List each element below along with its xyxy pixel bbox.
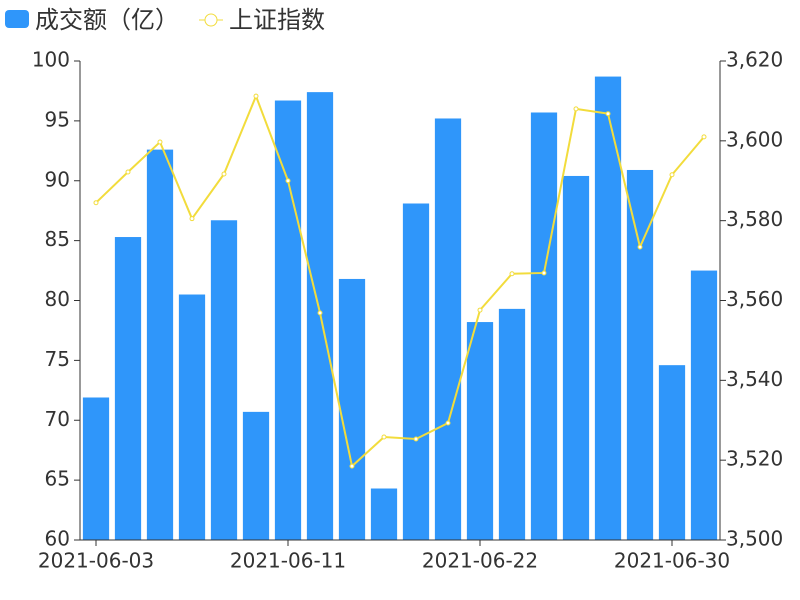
bar	[690, 270, 718, 540]
bar	[82, 397, 110, 540]
bar	[210, 220, 238, 540]
y2-tick-label: 3,500	[726, 527, 783, 551]
y2-tick-label: 3,620	[726, 48, 783, 72]
line-point	[221, 171, 227, 177]
line-point	[93, 200, 99, 206]
line-point	[285, 178, 291, 184]
bar	[626, 169, 654, 540]
bar	[402, 203, 430, 540]
y-tick-label: 65	[45, 467, 70, 491]
bar	[178, 294, 206, 540]
line-point	[317, 310, 323, 316]
y-tick-label: 95	[45, 107, 70, 131]
bar	[242, 411, 270, 540]
bar	[562, 175, 590, 540]
y2-tick-label: 3,520	[726, 447, 783, 471]
bar	[434, 118, 462, 540]
y-tick-label: 75	[45, 347, 70, 371]
bar	[498, 308, 526, 540]
line	[95, 93, 705, 469]
bar	[530, 112, 558, 541]
line-point	[253, 93, 259, 99]
line-point	[445, 420, 451, 426]
legend-swatch	[204, 13, 218, 27]
y2-tick-label: 3,600	[726, 127, 783, 151]
bar	[274, 100, 302, 540]
line-point	[637, 244, 643, 250]
y2-tick-label: 3,560	[726, 287, 783, 311]
x-tick-label: 2021-06-22	[422, 549, 538, 573]
legend-label: 上证指数	[229, 6, 325, 34]
line-point	[349, 463, 355, 469]
y2-tick-label: 3,540	[726, 367, 783, 391]
line-point	[669, 172, 675, 178]
y-tick-label: 90	[45, 167, 70, 191]
line-point	[477, 307, 483, 313]
line-point	[541, 270, 547, 276]
bar	[658, 365, 686, 540]
line-point	[381, 434, 387, 440]
y-tick-label: 80	[45, 287, 70, 311]
line-point	[189, 216, 195, 222]
line-point	[413, 436, 419, 442]
line-point	[125, 169, 131, 175]
legend-swatch	[5, 10, 29, 28]
y-tick-label: 85	[45, 227, 70, 251]
bar	[338, 278, 366, 540]
y-tick-label: 70	[45, 407, 70, 431]
bar	[146, 149, 174, 541]
line-point	[701, 134, 707, 140]
bar	[370, 488, 398, 540]
y-tick-label: 100	[32, 48, 70, 72]
line-point	[605, 111, 611, 117]
bar	[114, 237, 142, 540]
line-point	[509, 271, 515, 277]
line-point	[573, 106, 579, 112]
y2-tick-label: 3,580	[726, 207, 783, 231]
bar	[594, 76, 622, 540]
x-tick-label: 2021-06-03	[38, 549, 154, 573]
x-tick-label: 2021-06-11	[230, 549, 346, 573]
bar	[466, 322, 494, 540]
x-tick-label: 2021-06-30	[614, 549, 730, 573]
y-tick-label: 60	[45, 527, 70, 551]
legend-label: 成交额（亿）	[35, 6, 179, 34]
line-point	[157, 139, 163, 145]
